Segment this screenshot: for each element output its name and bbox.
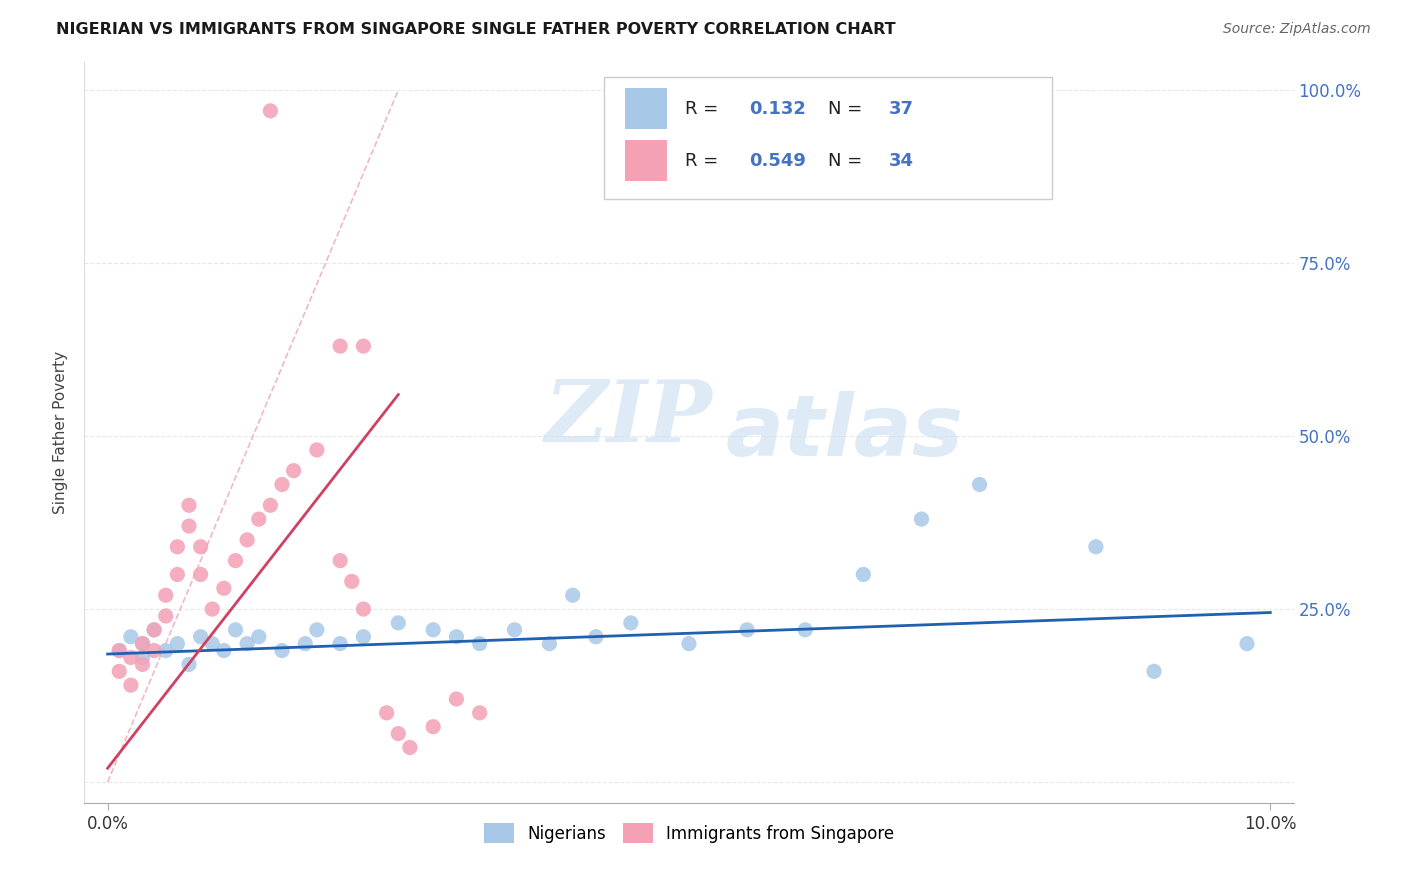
Point [969,477,991,491]
Point [120,678,142,692]
Point [305,442,328,457]
Point [375,706,398,720]
Text: 34: 34 [889,152,914,169]
Point [166,540,188,554]
Legend: Nigerians, Immigrants from Singapore: Nigerians, Immigrants from Singapore [477,816,901,850]
Point [352,602,374,616]
Point [271,643,294,657]
Text: NIGERIAN VS IMMIGRANTS FROM SINGAPORE SINGLE FATHER POVERTY CORRELATION CHART: NIGERIAN VS IMMIGRANTS FROM SINGAPORE SI… [56,22,896,37]
Point [247,630,270,644]
Point [294,637,316,651]
Point [190,540,212,554]
Point [131,650,153,665]
Point [190,630,212,644]
Point [503,623,526,637]
Text: ZIP: ZIP [546,376,713,459]
Point [735,623,758,637]
Point [259,103,281,118]
Point [678,637,700,651]
Point [446,630,468,644]
Point [352,339,374,353]
Point [794,623,817,637]
Point [131,637,153,651]
Point [422,623,444,637]
Point [143,623,166,637]
Point [225,554,247,568]
Point [236,637,259,651]
Point [271,477,294,491]
Point [585,630,607,644]
Point [1084,540,1107,554]
Point [190,567,212,582]
Point [329,554,352,568]
Point [155,643,177,657]
Point [387,726,409,740]
Text: N =: N = [828,100,868,118]
FancyBboxPatch shape [605,78,1052,200]
Point [340,574,363,589]
Point [108,643,131,657]
Point [468,637,491,651]
Point [852,567,875,582]
Point [212,582,235,596]
Text: 37: 37 [889,100,914,118]
Point [177,519,200,533]
Point [120,650,142,665]
Point [422,720,444,734]
Point [166,637,188,651]
Point [177,657,200,672]
Point [166,567,188,582]
Point [201,637,224,651]
Point [387,615,409,630]
Text: atlas: atlas [725,391,963,475]
Y-axis label: Single Father Poverty: Single Father Poverty [53,351,69,514]
Point [143,643,166,657]
Point [620,615,643,630]
Text: R =: R = [685,100,724,118]
Point [259,498,281,512]
Point [305,623,328,637]
Point [910,512,932,526]
Point [329,339,352,353]
Point [155,609,177,624]
Point [108,665,131,679]
Text: 0.132: 0.132 [749,100,806,118]
Point [247,512,270,526]
Point [352,630,374,644]
Point [561,588,583,602]
Point [177,498,200,512]
Point [131,657,153,672]
Text: N =: N = [828,152,868,169]
Point [283,464,305,478]
Point [108,643,131,657]
Text: 0.549: 0.549 [749,152,806,169]
FancyBboxPatch shape [624,140,668,181]
Text: Source: ZipAtlas.com: Source: ZipAtlas.com [1223,22,1371,37]
Point [329,637,352,651]
FancyBboxPatch shape [624,88,668,129]
Point [399,740,422,755]
Point [225,623,247,637]
Point [143,623,166,637]
Point [155,588,177,602]
Point [446,692,468,706]
Point [120,630,142,644]
Point [1236,637,1258,651]
Point [131,637,153,651]
Point [236,533,259,547]
Point [468,706,491,720]
Text: R =: R = [685,152,724,169]
Point [212,643,235,657]
Point [1143,665,1166,679]
Point [538,637,561,651]
Point [201,602,224,616]
